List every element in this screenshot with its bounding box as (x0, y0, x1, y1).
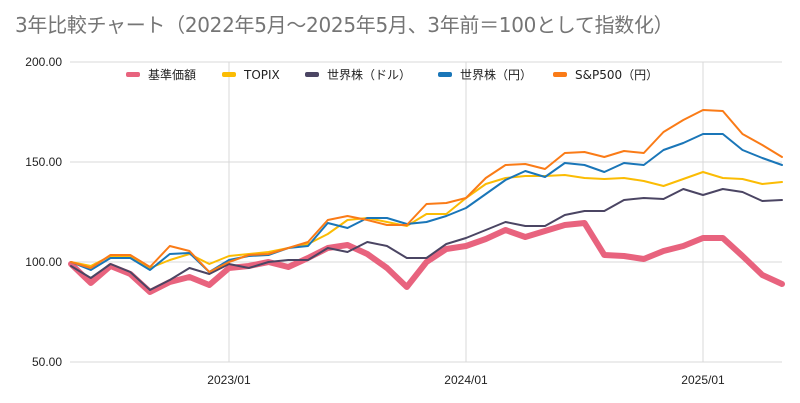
legend-label: TOPIX (243, 68, 280, 82)
y-tick-label: 200.00 (25, 55, 62, 69)
legend-swatch (126, 72, 140, 77)
legend-swatch (305, 72, 319, 77)
legend-label: 世界株（円） (460, 67, 532, 82)
legend-swatch (438, 72, 452, 77)
series-line-0 (68, 220, 785, 295)
chart-title: 3年比較チャート（2022年5月〜2025年5月、3年前＝100として指数化） (15, 13, 674, 37)
y-tick-label: 50.00 (32, 355, 62, 369)
x-tick-label: 2024/01 (444, 373, 488, 387)
legend-label: S&P500（円） (575, 68, 658, 82)
legend-label: 世界株（ドル） (327, 67, 411, 82)
y-tick-label: 150.00 (25, 155, 62, 169)
legend-swatch (553, 72, 567, 77)
series-line-2 (70, 188, 783, 291)
legend-swatch (222, 72, 236, 77)
x-tick-label: 2025/01 (681, 373, 725, 387)
x-tick-label: 2023/01 (207, 373, 251, 387)
series-line-4 (70, 109, 783, 273)
series-line-3 (70, 133, 783, 273)
legend-label: 基準価額 (148, 67, 196, 82)
y-tick-label: 100.00 (25, 255, 62, 269)
